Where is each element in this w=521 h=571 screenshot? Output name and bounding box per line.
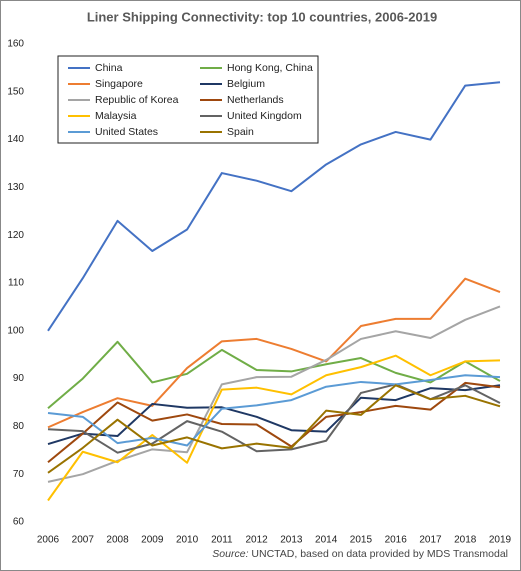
- legend-label: Belgium: [227, 78, 265, 90]
- x-tick-label: 2016: [385, 535, 408, 546]
- y-tick-label: 150: [7, 86, 24, 97]
- source-text: UNCTAD, based on data provided by MDS Tr…: [251, 548, 508, 560]
- legend-label: Republic of Korea: [95, 94, 179, 106]
- legend-label: Singapore: [95, 78, 143, 90]
- y-tick-label: 160: [7, 39, 24, 50]
- y-tick-label: 100: [7, 325, 24, 336]
- series-line: [47, 354, 501, 502]
- series-line: [47, 81, 501, 332]
- x-tick-label: 2019: [489, 535, 512, 546]
- legend: China Hong Kong, China Singapore Belgium Rep…: [68, 62, 313, 138]
- series-line: [47, 381, 501, 464]
- legend-label: United States: [95, 126, 158, 138]
- x-tick-label: 2011: [211, 535, 233, 546]
- y-tick-label: 140: [7, 134, 24, 145]
- source-label: Source:: [212, 548, 248, 560]
- series-line: [47, 277, 501, 429]
- x-tick-label: 2007: [72, 535, 95, 546]
- y-tick-label: 110: [8, 278, 24, 289]
- x-tick-label: 2014: [315, 535, 338, 546]
- y-tick-label: 90: [13, 373, 25, 384]
- legend-label: Spain: [227, 126, 254, 138]
- series-line: [47, 384, 501, 446]
- y-tick-label: 70: [13, 469, 25, 480]
- x-tick-label: 2006: [37, 535, 60, 546]
- x-tick-label: 2015: [350, 535, 373, 546]
- x-tick-label: 2013: [280, 535, 303, 546]
- legend-label: Netherlands: [227, 94, 284, 106]
- y-tick-label: 120: [7, 230, 24, 241]
- chart-title: Liner Shipping Connectivity: top 10 coun…: [87, 9, 437, 24]
- legend-label: Hong Kong, China: [227, 62, 313, 74]
- y-tick-label: 130: [7, 182, 24, 193]
- series-line: [47, 384, 501, 474]
- legend-label: China: [95, 62, 123, 74]
- y-tick-label: 60: [13, 517, 25, 528]
- legend-label: Malaysia: [95, 110, 137, 122]
- x-tick-label: 2010: [176, 535, 199, 546]
- x-tick-label: 2017: [419, 535, 442, 546]
- source-note: Source: UNCTAD, based on data provided b…: [212, 548, 508, 560]
- series-line: [47, 374, 501, 447]
- legend-label: United Kingdom: [227, 110, 302, 122]
- x-tick-label: 2009: [141, 535, 164, 546]
- y-tick-label: 80: [13, 421, 25, 432]
- x-tick-label: 2012: [245, 535, 268, 546]
- x-tick-label: 2018: [454, 535, 477, 546]
- legend-box: [57, 55, 319, 144]
- x-tick-label: 2008: [106, 535, 129, 546]
